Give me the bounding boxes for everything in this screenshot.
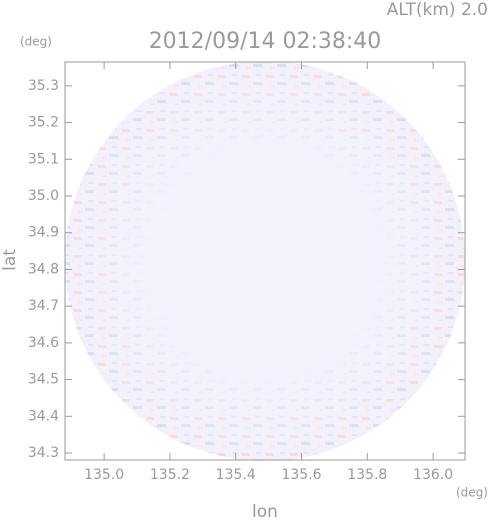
y-tick-label: 35.0 — [28, 188, 59, 204]
axes — [64, 61, 466, 461]
y-tick-label: 35.1 — [28, 151, 59, 167]
plot-frame — [64, 61, 466, 461]
radar-field-center — [65, 61, 465, 461]
y-axis-label: lat — [0, 249, 20, 271]
y-tick-label: 34.7 — [28, 298, 59, 314]
x-tick-label: 135.4 — [216, 467, 256, 483]
y-tick-label: 34.8 — [28, 261, 59, 277]
y-tick-label: 34.5 — [28, 372, 59, 388]
y-tick-label: 34.6 — [28, 335, 59, 351]
y-tick-label: 35.2 — [28, 115, 59, 131]
x-tick-label: 136.0 — [413, 467, 453, 483]
altitude-label: ALT(km) 2.0 — [387, 0, 488, 20]
chart-title: 2012/09/14 02:38:40 — [149, 29, 382, 54]
y-tick-label: 34.9 — [28, 225, 59, 241]
x-unit: (deg) — [456, 486, 488, 500]
y-tick-label: 34.4 — [28, 408, 59, 424]
y-unit: (deg) — [20, 35, 52, 49]
x-tick-label: 135.6 — [281, 467, 321, 483]
x-tick-label: 135.0 — [84, 467, 124, 483]
x-tick-label: 135.8 — [347, 467, 387, 483]
y-tick-label: 34.3 — [28, 445, 59, 461]
x-axis-label: lon — [252, 502, 278, 521]
y-tick-label: 35.3 — [28, 78, 59, 94]
x-tick-label: 135.2 — [150, 467, 190, 483]
